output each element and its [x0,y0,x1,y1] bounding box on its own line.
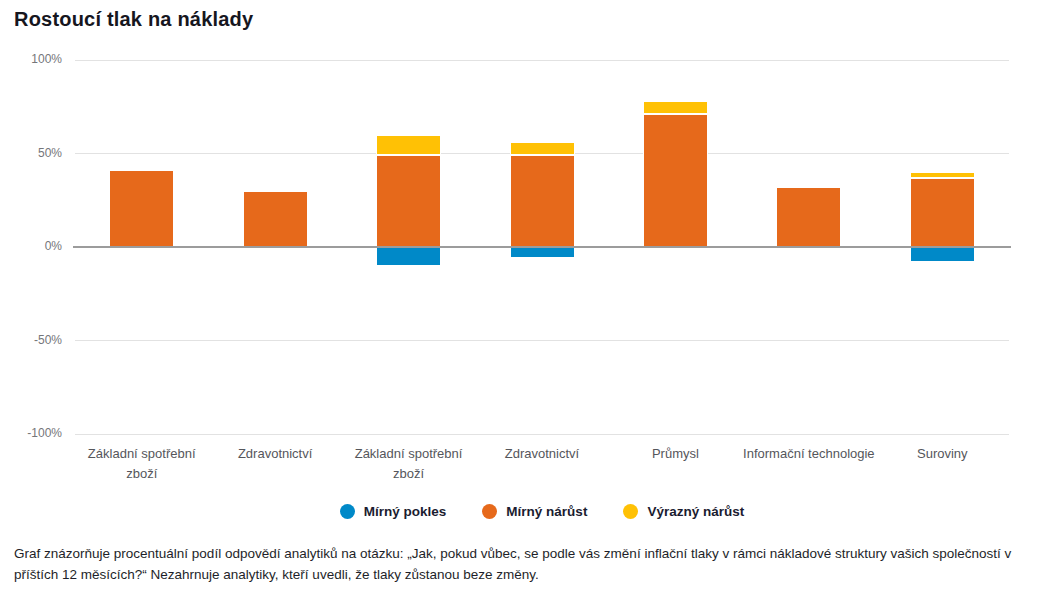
bar-segment[interactable] [376,155,441,247]
x-axis-category-label: Základní spotřební zboží [342,444,475,483]
legend: Mírný pokles Mírný nárůst Výrazný nárůst [75,499,1009,523]
x-axis-category-label: Zdravotnictví [208,444,341,464]
bar-segment[interactable] [910,172,975,178]
y-axis-tick-label: -100% [0,426,62,440]
bar-segment[interactable] [510,155,575,247]
y-axis-tick-label: 100% [0,52,62,66]
chart-card: Rostoucí tlak na náklady 100%50%0%-50%-1… [0,0,1047,599]
x-axis-category-label: Informační technologie [742,444,875,464]
chart-plot-area: 100%50%0%-50%-100%Základní spotřební zbo… [75,60,1009,434]
chart-title: Rostoucí tlak na náklady [14,8,253,31]
bar-segment[interactable] [643,114,708,247]
legend-item-label: Mírný pokles [364,504,447,519]
bar-segment[interactable] [910,178,975,247]
x-axis-category-label: Zdravotnictví [475,444,608,464]
x-axis-category-label: Suroviny [876,444,1009,464]
bar-segment[interactable] [376,135,441,156]
zero-axis-line [73,246,1011,248]
bar-segment[interactable] [376,247,441,266]
bar-segment[interactable] [776,187,841,247]
bar-segment[interactable] [510,142,575,155]
legend-item[interactable]: Mírný nárůst [482,504,587,519]
legend-color-dot-icon [340,504,355,519]
chart-caption: Graf znázorňuje procentuální podíl odpov… [14,544,1033,586]
legend-color-dot-icon [623,504,638,519]
y-axis-tick-label: 0% [0,239,62,253]
bar-segment[interactable] [643,101,708,114]
bar-segment[interactable] [243,191,308,247]
x-axis-category-label: Základní spotřební zboží [75,444,208,483]
bar-segment[interactable] [910,247,975,262]
legend-item[interactable]: Mírný pokles [340,504,447,519]
gridline [75,60,1009,61]
gridline [75,340,1009,341]
legend-item-label: Mírný nárůst [506,504,587,519]
gridline [75,434,1009,435]
y-axis-tick-label: 50% [0,146,62,160]
y-axis-tick-label: -50% [0,333,62,347]
legend-item-label: Výrazný nárůst [647,504,744,519]
x-axis-category-label: Průmysl [609,444,742,464]
bar-segment[interactable] [109,170,174,247]
legend-item[interactable]: Výrazný nárůst [623,504,744,519]
legend-color-dot-icon [482,504,497,519]
bar-segment[interactable] [510,247,575,258]
